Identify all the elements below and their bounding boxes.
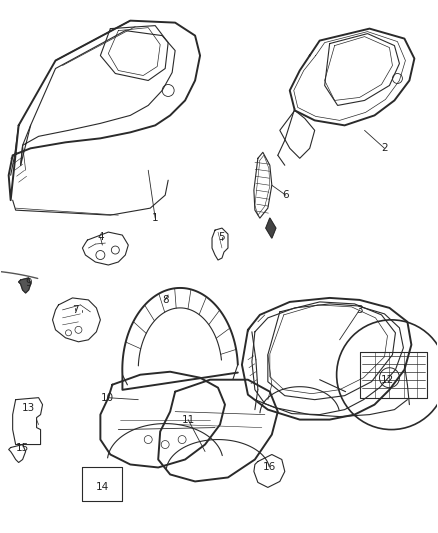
Text: 16: 16 [263, 463, 276, 472]
Text: 1: 1 [152, 213, 159, 223]
Text: 10: 10 [101, 393, 114, 402]
Text: 6: 6 [283, 190, 289, 200]
Text: 4: 4 [97, 232, 104, 242]
Text: 7: 7 [72, 305, 79, 315]
Text: 5: 5 [219, 232, 225, 242]
Text: 11: 11 [181, 415, 195, 425]
Polygon shape [19, 278, 31, 293]
Text: 2: 2 [381, 143, 388, 154]
Text: 3: 3 [356, 305, 363, 315]
Text: 15: 15 [16, 442, 29, 453]
Text: 12: 12 [381, 375, 394, 385]
Text: 9: 9 [25, 278, 32, 288]
Text: 13: 13 [22, 402, 35, 413]
Polygon shape [266, 218, 276, 238]
Text: 8: 8 [162, 295, 169, 305]
Text: 14: 14 [96, 482, 109, 492]
